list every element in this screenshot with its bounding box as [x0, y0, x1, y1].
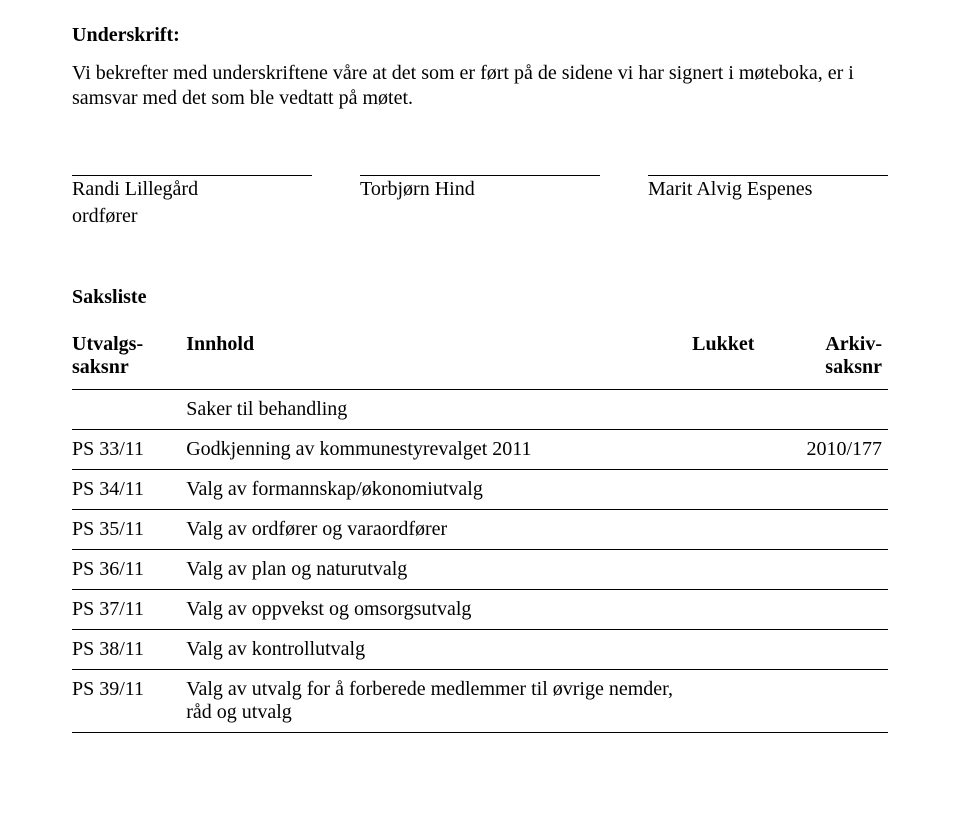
cell-empty: [692, 390, 782, 430]
signature-name-1: Randi Lillegård: [72, 175, 312, 201]
cell-utvalgssaksnr: PS 35/11: [72, 510, 186, 550]
header-utvalgssaksnr: Utvalgs- saksnr: [72, 329, 186, 390]
cell-utvalgssaksnr: PS 38/11: [72, 630, 186, 670]
cell-arkivsaksnr: [782, 630, 888, 670]
cell-arkivsaksnr: [782, 470, 888, 510]
table-body: Saker til behandling PS 33/11 Godkjennin…: [72, 390, 888, 733]
cell-utvalgssaksnr: PS 39/11: [72, 670, 186, 733]
cell-empty: [72, 390, 186, 430]
cell-lukket: [692, 510, 782, 550]
table-row-section: Saker til behandling: [72, 390, 888, 430]
section-title: Underskrift:: [72, 24, 888, 47]
cell-lukket: [692, 430, 782, 470]
saksliste-heading: Saksliste: [72, 286, 888, 309]
cell-innhold: Valg av utvalg for å forberede medlemmer…: [186, 670, 692, 733]
cell-utvalgssaksnr: PS 33/11: [72, 430, 186, 470]
cell-arkivsaksnr: [782, 590, 888, 630]
cell-innhold: Valg av kontrollutvalg: [186, 630, 692, 670]
saksliste-table: Utvalgs- saksnr Innhold Lukket Arkiv- sa…: [72, 329, 888, 733]
cell-lukket: [692, 590, 782, 630]
cell-innhold: Valg av formannskap/økonomiutvalg: [186, 470, 692, 510]
cell-utvalgssaksnr: PS 37/11: [72, 590, 186, 630]
cell-lukket: [692, 670, 782, 733]
cell-innhold: Valg av ordfører og varaordfører: [186, 510, 692, 550]
cell-arkivsaksnr: [782, 550, 888, 590]
cell-innhold: Valg av oppvekst og omsorgsutvalg: [186, 590, 692, 630]
signature-name-3: Marit Alvig Espenes: [648, 175, 888, 201]
signature-role-1: ordfører: [72, 205, 888, 228]
table-row: PS 33/11 Godkjenning av kommunestyrevalg…: [72, 430, 888, 470]
cell-lukket: [692, 630, 782, 670]
cell-arkivsaksnr: [782, 670, 888, 733]
cell-empty: [782, 390, 888, 430]
intro-paragraph: Vi bekrefter med underskriftene våre at …: [72, 61, 888, 111]
table-row: PS 39/11 Valg av utvalg for å forberede …: [72, 670, 888, 733]
header-lukket: Lukket: [692, 329, 782, 390]
table-row: PS 36/11 Valg av plan og naturutvalg: [72, 550, 888, 590]
cell-innhold: Valg av plan og naturutvalg: [186, 550, 692, 590]
table-header-row: Utvalgs- saksnr Innhold Lukket Arkiv- sa…: [72, 329, 888, 390]
table-row: PS 38/11 Valg av kontrollutvalg: [72, 630, 888, 670]
cell-lukket: [692, 470, 782, 510]
document-page: Underskrift: Vi bekrefter med underskrif…: [0, 0, 960, 781]
table-row: PS 37/11 Valg av oppvekst og omsorgsutva…: [72, 590, 888, 630]
header-innhold: Innhold: [186, 329, 692, 390]
cell-section-title: Saker til behandling: [186, 390, 692, 430]
cell-innhold: Godkjenning av kommunestyrevalget 2011: [186, 430, 692, 470]
cell-arkivsaksnr: [782, 510, 888, 550]
table-row: PS 35/11 Valg av ordfører og varaordføre…: [72, 510, 888, 550]
cell-utvalgssaksnr: PS 34/11: [72, 470, 186, 510]
cell-utvalgssaksnr: PS 36/11: [72, 550, 186, 590]
signature-name-2: Torbjørn Hind: [360, 175, 600, 201]
table-row: PS 34/11 Valg av formannskap/økonomiutva…: [72, 470, 888, 510]
cell-lukket: [692, 550, 782, 590]
cell-arkivsaksnr: 2010/177: [782, 430, 888, 470]
header-arkivsaksnr: Arkiv- saksnr: [782, 329, 888, 390]
signature-line-row: Randi Lillegård Torbjørn Hind Marit Alvi…: [72, 175, 888, 201]
